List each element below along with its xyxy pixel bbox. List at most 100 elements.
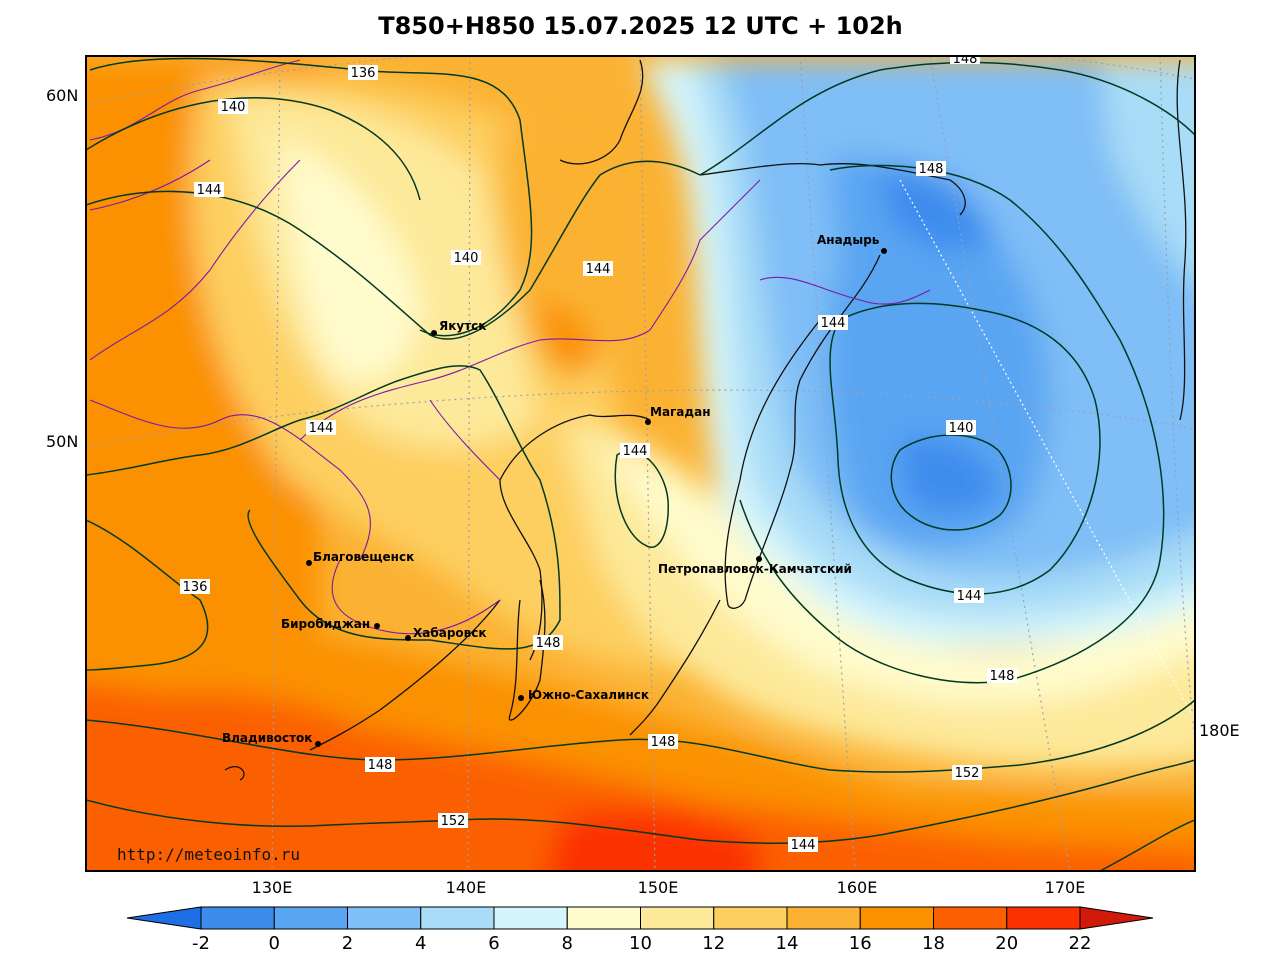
contour-label: 140	[451, 250, 481, 266]
contour-label: 148	[365, 757, 395, 773]
city-yakutsk: Якутск	[431, 319, 486, 336]
contour-label: 144	[788, 837, 818, 853]
colorbar-swatch	[420, 906, 495, 930]
svg-text:Якутск: Якутск	[439, 319, 486, 333]
colorbar-swatch	[640, 906, 715, 930]
lon-label-130e: 130E	[252, 878, 293, 897]
svg-text:140: 140	[949, 421, 974, 436]
contour-label: 140	[218, 99, 248, 115]
contour-label: 148	[916, 161, 946, 177]
colorbar-arrow-left	[126, 906, 202, 930]
svg-text:Хабаровск: Хабаровск	[413, 626, 487, 640]
geopotential-contours	[86, 57, 1195, 871]
svg-text:144: 144	[623, 444, 648, 459]
svg-text:148: 148	[651, 735, 676, 750]
svg-text:148: 148	[536, 636, 561, 651]
city-yuzhno: Южно-Сахалинск	[518, 688, 649, 702]
svg-text:144: 144	[586, 262, 611, 277]
svg-text:140: 140	[454, 251, 479, 266]
temperature-field: 136 140 144 140 144 144 148 144 144 136 …	[86, 52, 1195, 871]
contour-label: 140	[946, 420, 976, 436]
colorbar-swatch	[1006, 906, 1081, 930]
city-vladivostok: Владивосток	[222, 731, 321, 747]
colorbar-tick-label: 4	[415, 933, 426, 954]
svg-text:148: 148	[368, 758, 393, 773]
colorbar-tick-label: 20	[995, 933, 1018, 954]
lon-label-150e: 150E	[638, 878, 679, 897]
contour-label: 152	[952, 765, 982, 781]
map-frame	[85, 55, 1196, 872]
colorbar-swatch	[713, 906, 788, 930]
svg-text:Южно-Сахалинск: Южно-Сахалинск	[528, 688, 649, 702]
city-anadyr: Анадырь	[817, 233, 887, 254]
colorbar-swatch	[859, 906, 934, 930]
contour-label: 144	[954, 588, 984, 604]
colorbar-tick-label: 16	[849, 933, 872, 954]
colorbar-swatch	[493, 906, 568, 930]
lat-label-60n: 60N	[46, 86, 78, 105]
city-birobidzhan: Биробиджан	[281, 617, 380, 631]
colorbar-tick-label: 18	[922, 933, 945, 954]
colorbar-tick-label: 8	[562, 933, 573, 954]
svg-text:136: 136	[351, 66, 376, 81]
svg-text:152: 152	[955, 766, 980, 781]
colorbar-tick-label: 6	[488, 933, 499, 954]
lat-label-50n: 50N	[46, 432, 78, 451]
colorbar-swatch	[786, 906, 861, 930]
svg-text:144: 144	[821, 316, 846, 331]
city-petropavlovsk: Петропавловск-Камчатский	[658, 556, 852, 576]
svg-text:136: 136	[183, 580, 208, 595]
city-khabarovsk: Хабаровск	[405, 626, 487, 641]
contour-label: 148	[648, 734, 678, 750]
svg-text:Магадан: Магадан	[650, 405, 711, 419]
svg-text:Анадырь: Анадырь	[817, 233, 880, 247]
contour-labels: 136 140 144 140 144 144 148 144 144 136 …	[180, 52, 1017, 853]
svg-text:148: 148	[990, 669, 1015, 684]
contour-label: 152	[438, 813, 468, 829]
contour-label: 148	[533, 635, 563, 651]
colorbar-arrow-right	[1079, 906, 1154, 930]
colorbar-tick-label: 0	[269, 933, 280, 954]
map-title: T850+H850 15.07.2025 12 UTC + 102h	[378, 12, 903, 40]
colorbar-tick-label: 14	[776, 933, 799, 954]
svg-text:144: 144	[957, 589, 982, 604]
colorbar-tick-label: 12	[702, 933, 725, 954]
colorbar-tick-label: 2	[342, 933, 353, 954]
colorbar: -2 0 2 4 6 8 10 12 14 16 18 20 22	[126, 906, 1154, 954]
svg-text:144: 144	[309, 421, 334, 436]
svg-text:Владивосток: Владивосток	[222, 731, 312, 745]
contour-label: 148	[987, 668, 1017, 684]
colorbar-swatch	[273, 906, 348, 930]
svg-text:Благовещенск: Благовещенск	[313, 550, 414, 564]
contour-label: 144	[818, 315, 848, 331]
svg-text:140: 140	[221, 100, 246, 115]
city-blagoveshchensk: Благовещенск	[306, 550, 414, 566]
colorbar-swatch	[933, 906, 1008, 930]
contour-label: 136	[348, 65, 378, 81]
contour-label: 144	[194, 182, 224, 198]
svg-text:Биробиджан: Биробиджан	[281, 617, 370, 631]
colorbar-tick-label: 22	[1069, 933, 1092, 954]
colorbar-swatch	[347, 906, 422, 930]
colorbar-swatch	[200, 906, 275, 930]
coastlines	[224, 59, 1187, 781]
colorbar-tick-label: -2	[192, 933, 210, 954]
contour-label: 144	[583, 261, 613, 277]
lon-label-180e: 180E	[1199, 721, 1240, 740]
city-markers: Якутск Магадан Анадырь Благовещенск Биро…	[222, 233, 887, 747]
lon-label-140e: 140E	[446, 878, 487, 897]
lon-label-170e: 170E	[1045, 878, 1086, 897]
svg-text:148: 148	[919, 162, 944, 177]
contour-label: 136	[180, 579, 210, 595]
admin-borders	[89, 59, 931, 635]
svg-text:148: 148	[953, 52, 978, 67]
svg-text:144: 144	[791, 838, 816, 853]
svg-text:144: 144	[197, 183, 222, 198]
city-magadan: Магадан	[645, 405, 711, 425]
colorbar-swatch	[566, 906, 641, 930]
watermark-url: http://meteoinfo.ru	[117, 845, 300, 864]
svg-text:Петропавловск-Камчатский: Петропавловск-Камчатский	[658, 562, 852, 576]
contour-label: 144	[620, 443, 650, 459]
colorbar-tick-label: 10	[629, 933, 652, 954]
